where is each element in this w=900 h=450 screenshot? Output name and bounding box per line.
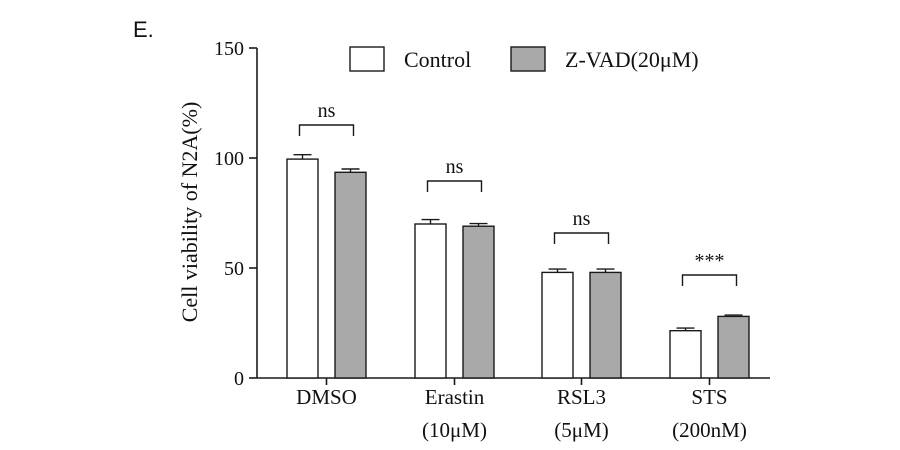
bar-zvad [462,225,495,379]
y-axis-label: Cell viability of N2A(%) [177,102,202,323]
y-tick-label: 50 [224,258,244,280]
bar-control [286,158,319,379]
category-labels: DMSO Erastin (10μM) RSL3 (5μM) STS (200nM) [296,385,747,442]
significance-bracket [553,232,610,244]
significance-label: *** [695,250,725,272]
category-sublabel: (200nM) [672,418,747,442]
category-sublabel: (10μM) [422,418,487,442]
bar-zvad [717,315,750,379]
significance-bracket [681,274,738,286]
legend-label-control: Control [404,47,471,72]
category-sublabel: (5μM) [554,418,608,442]
category-label: Erastin [425,385,485,409]
significance-label: ns [318,100,336,122]
category-label: RSL3 [557,385,606,409]
significance-bracket [298,124,355,136]
bars [286,153,750,379]
bar-control [541,271,574,379]
category-label: DMSO [296,385,357,409]
panel-label: E. [133,17,154,42]
significance-bracket [426,180,483,192]
y-tick-label: 0 [234,368,244,390]
legend: Control Z-VAD(20μM) [349,46,699,72]
bar-control [669,330,702,379]
bar-zvad [589,271,622,379]
y-tick-label: 100 [214,148,244,170]
bar-zvad [334,171,367,379]
legend-swatch-zvad [510,46,546,72]
bar-control [414,223,447,379]
category-label: STS [691,385,727,409]
significance-label: ns [573,208,591,230]
legend-swatch-control [349,46,385,72]
significance-label: ns [446,156,464,178]
significance-brackets: ns ns ns *** [298,100,738,286]
legend-label-zvad: Z-VAD(20μM) [565,47,699,72]
y-tick-label: 150 [214,38,244,60]
